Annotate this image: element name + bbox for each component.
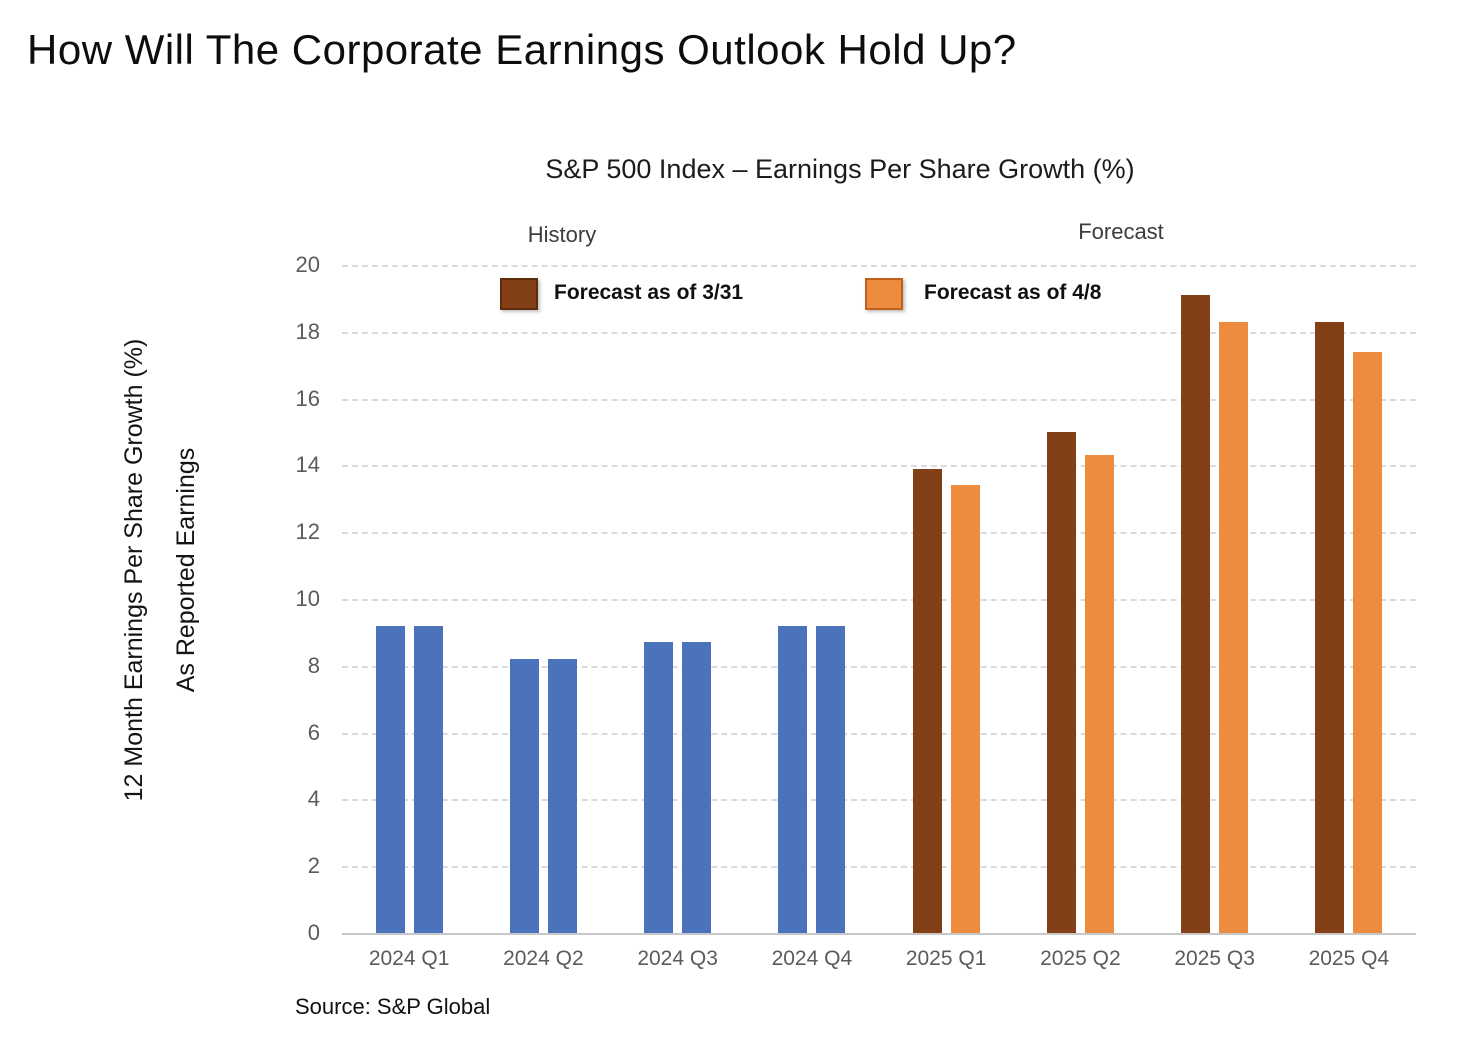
y-axis-title: 12 Month Earnings Per Share Growth (%) A… xyxy=(108,290,212,850)
gridline-10 xyxy=(342,599,1416,601)
y-tick-6: 6 xyxy=(307,719,320,745)
gridline-2 xyxy=(342,866,1416,869)
x-label-2025-q2: 2025 Q2 xyxy=(1040,947,1121,970)
bar-2024-q3-series-2 xyxy=(682,642,712,933)
gridline-4 xyxy=(342,799,1416,802)
bar-2024-q1-series-2 xyxy=(413,625,443,933)
y-tick-18: 18 xyxy=(295,318,320,344)
x-label-2024-q1: 2024 Q1 xyxy=(368,947,450,970)
legend-label-forecast-3-31: Forecast as of 3/31 xyxy=(554,281,744,304)
y-tick-0: 0 xyxy=(307,920,320,945)
gridline-14 xyxy=(342,465,1416,468)
y-tick-8: 8 xyxy=(307,652,320,678)
bar-2025-q2-series-1 xyxy=(1046,432,1076,933)
gridline-16 xyxy=(342,398,1416,401)
y-tick-2: 2 xyxy=(307,853,320,879)
x-label-2024-q3: 2024 Q3 xyxy=(637,947,718,970)
source-note: Source: S&P Global xyxy=(295,994,491,1019)
bar-2025-q4-series-1 xyxy=(1315,321,1345,933)
bar-2025-q3-series-1 xyxy=(1181,295,1211,933)
bar-2024-q4-series-1 xyxy=(778,625,808,933)
bar-2024-q2-series-1 xyxy=(509,659,539,933)
gridline-8 xyxy=(342,665,1416,668)
legend-swatch-forecast-4-8 xyxy=(865,278,903,310)
history-section-label: History xyxy=(527,222,597,247)
page-title: How Will The Corporate Earnings Outlook … xyxy=(27,26,1017,73)
bar-2024-q3-series-1 xyxy=(644,642,674,933)
x-label-2025-q1: 2025 Q1 xyxy=(905,947,987,970)
bar-2024-q1-series-1 xyxy=(375,625,405,933)
bar-2025-q2-series-2 xyxy=(1084,455,1114,933)
x-label-2024-q4: 2024 Q4 xyxy=(771,947,853,970)
gridline-6 xyxy=(342,732,1416,735)
x-label-2025-q3: 2025 Q3 xyxy=(1174,947,1255,970)
y-axis-title-line-2: As Reported Earnings xyxy=(172,447,200,693)
bar-2025-q1-series-2 xyxy=(950,485,980,933)
gridline-20 xyxy=(342,265,1416,267)
chart-title: S&P 500 Index – Earnings Per Share Growt… xyxy=(545,154,1135,184)
legend-label-forecast-4-8: Forecast as of 4/8 xyxy=(924,281,1102,304)
y-tick-10: 10 xyxy=(295,586,320,611)
x-axis-line xyxy=(342,933,1416,935)
gridline-18 xyxy=(342,331,1416,334)
x-label-2025-q4: 2025 Q4 xyxy=(1308,947,1390,970)
bar-2024-q4-series-2 xyxy=(816,625,846,933)
bar-2025-q4-series-2 xyxy=(1353,351,1383,933)
y-tick-12: 12 xyxy=(295,519,320,545)
plot-area xyxy=(342,265,1416,935)
bar-2025-q1-series-1 xyxy=(912,468,942,933)
y-tick-20: 20 xyxy=(295,252,320,277)
forecast-section-label: Forecast xyxy=(1078,219,1164,244)
y-tick-4: 4 xyxy=(307,786,320,812)
y-tick-14: 14 xyxy=(295,452,320,478)
bar-2024-q2-series-2 xyxy=(547,659,577,933)
y-tick-16: 16 xyxy=(295,385,320,411)
x-label-2024-q2: 2024 Q2 xyxy=(503,947,584,970)
bar-2025-q3-series-2 xyxy=(1219,321,1249,933)
gridline-12 xyxy=(342,532,1416,535)
legend-swatch-forecast-3-31 xyxy=(500,278,538,310)
y-axis-title-line-1: 12 Month Earnings Per Share Growth (%) xyxy=(120,338,148,802)
